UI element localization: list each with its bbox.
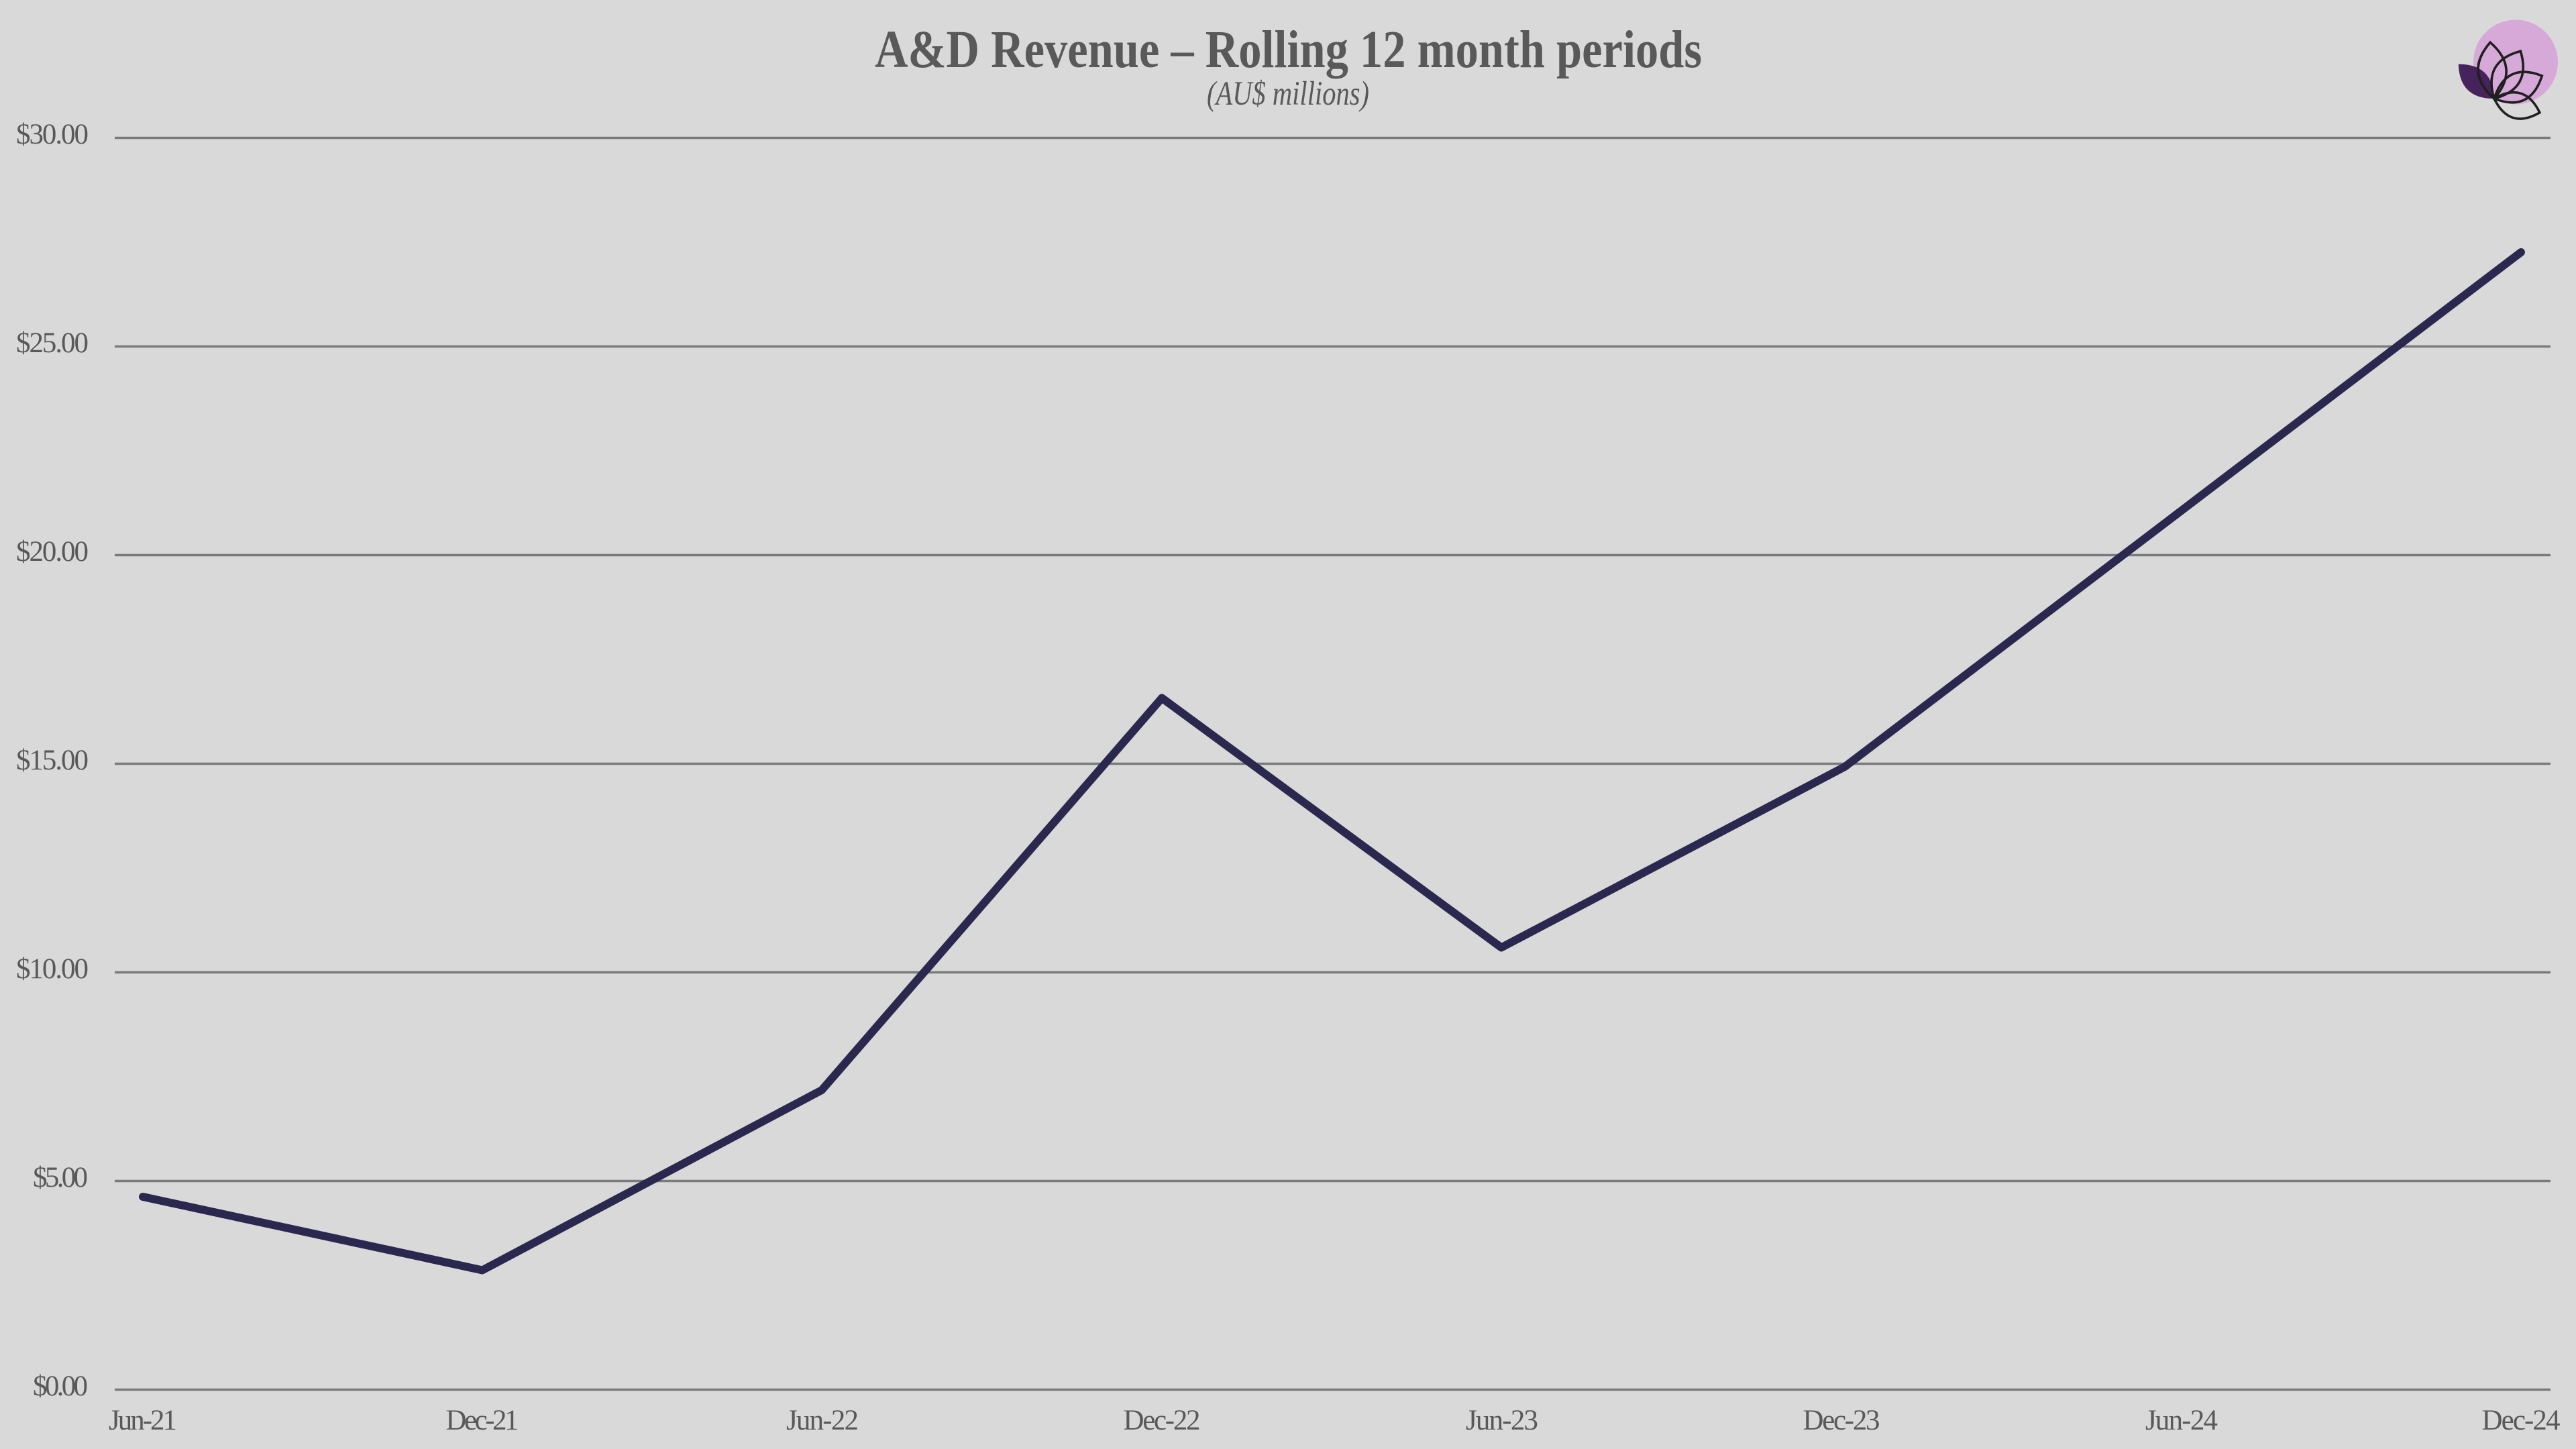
svg-text:$30.00: $30.00 xyxy=(16,119,89,150)
svg-text:A&D Revenue – Rolling 12 month: A&D Revenue – Rolling 12 month periods xyxy=(875,21,1702,79)
svg-text:Dec-22: Dec-22 xyxy=(1124,1405,1201,1436)
svg-text:$15.00: $15.00 xyxy=(16,745,89,776)
svg-text:$20.00: $20.00 xyxy=(16,536,89,568)
svg-text:$10.00: $10.00 xyxy=(16,953,89,985)
svg-text:$25.00: $25.00 xyxy=(16,327,89,359)
svg-text:Dec-24: Dec-24 xyxy=(2482,1405,2561,1436)
svg-text:Jun-21: Jun-21 xyxy=(109,1405,177,1436)
svg-text:(AU$ millions): (AU$ millions) xyxy=(1207,75,1369,113)
svg-text:Jun-24: Jun-24 xyxy=(2145,1405,2218,1436)
svg-text:Jun-23: Jun-23 xyxy=(1466,1405,1538,1436)
svg-text:$0.00: $0.00 xyxy=(33,1371,88,1402)
svg-text:Dec-21: Dec-21 xyxy=(446,1405,519,1436)
svg-text:$5.00: $5.00 xyxy=(33,1162,88,1193)
svg-text:Dec-23: Dec-23 xyxy=(1803,1405,1880,1436)
svg-text:Jun-22: Jun-22 xyxy=(786,1405,859,1436)
